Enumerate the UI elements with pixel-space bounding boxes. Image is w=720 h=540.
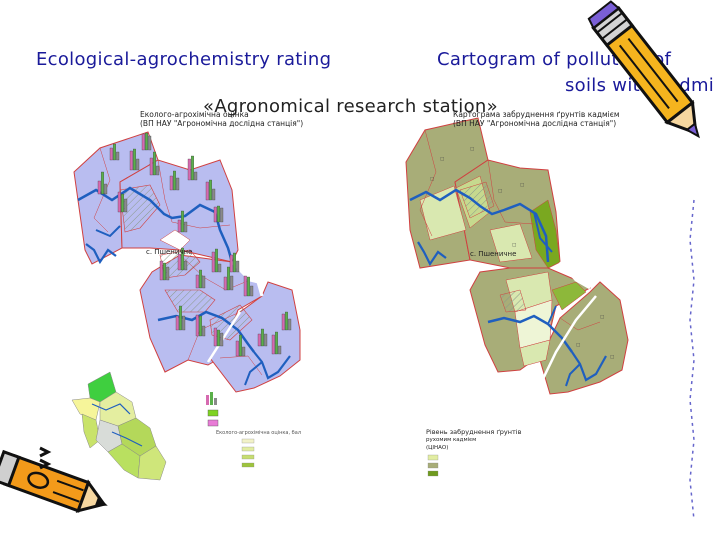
right-map-legend: [427, 454, 439, 477]
decorative-edge-line: [689, 199, 695, 521]
svg-text:□: □: [470, 147, 474, 152]
left-map-legend-header: Еколого-агрохімічна оцінка, бал: [216, 430, 302, 436]
heading-ecological-rating: Ecological-agrochemistry rating: [36, 49, 332, 70]
field-bar-marker: [187, 155, 198, 181]
right-map-legend-title: Рівень забруднення ґрунтів рухомим кадмі…: [426, 428, 521, 452]
svg-text:□: □: [498, 189, 502, 194]
field-bar-marker: [211, 248, 222, 273]
svg-text:□: □: [430, 177, 434, 182]
left-map-title: Еколого-агрохімічна оцінка (ВП НАУ "Агро…: [140, 110, 303, 128]
right-map-title: Картограма забруднення ґрунтів кадмієм (…: [453, 110, 620, 128]
field-bar-marker: [149, 151, 160, 176]
left-map-village-label: с. Пшеничне: [146, 248, 193, 256]
field-bar-marker: [235, 334, 246, 357]
field-bar-marker: [129, 148, 140, 171]
field-bar-marker: [213, 205, 224, 223]
field-bar-marker: [109, 143, 120, 161]
right-map-village-label: с. Пшеничне: [470, 250, 517, 258]
right-map-legend-line3: (ЦІНАО): [426, 445, 449, 451]
pencil-icon: [0, 449, 108, 513]
field-bar-marker: [195, 269, 206, 289]
svg-text:□: □: [520, 183, 524, 188]
field-bar-marker: [213, 327, 224, 347]
field-bar-marker: [159, 260, 170, 281]
field-bar-marker: [141, 132, 152, 151]
right-map-legend-line2: рухомим кадмієм: [426, 437, 477, 443]
field-bar-marker: [257, 328, 268, 347]
field-bar-marker: [177, 247, 188, 271]
svg-text:□: □: [576, 343, 580, 348]
field-bar-marker: [175, 305, 186, 331]
field-bar-marker: [271, 331, 282, 355]
inset-map: [71, 371, 167, 481]
field-bar-marker: [169, 170, 180, 191]
left-map-title-line2: (ВП НАУ "Агрономічна дослідна станція"): [140, 119, 304, 128]
field-bar-marker: [97, 171, 108, 195]
svg-text:□: □: [440, 157, 444, 162]
field-bar-marker: [205, 179, 216, 201]
heading-station: «Agronomical research station»: [203, 96, 498, 117]
field-bar-marker: [223, 266, 234, 291]
field-bar-marker: [177, 210, 188, 233]
left-map: [73, 131, 301, 393]
left-map-legend: [206, 392, 255, 468]
field-bar-marker: [195, 314, 206, 337]
right-map-title-line2: (ВП НАУ "Агрономічна дослідна станція"): [453, 119, 617, 128]
field-bar-marker: [243, 275, 254, 297]
field-bar-marker: [229, 252, 240, 273]
right-map: □ □ □ □ □ □ □ □ □: [405, 117, 629, 395]
svg-text:□: □: [512, 243, 516, 248]
right-map-title-line1: Картограма забруднення ґрунтів кадмієм: [453, 110, 620, 119]
svg-text:□: □: [610, 355, 614, 360]
chevron-icon: [39, 446, 52, 470]
left-map-title-line1: Еколого-агрохімічна оцінка: [140, 110, 249, 119]
pencil-icon: [587, 0, 700, 139]
svg-text:□: □: [600, 315, 604, 320]
left-map-bar-markers: [97, 132, 292, 357]
right-map-legend-line1: Рівень забруднення ґрунтів: [426, 428, 522, 436]
field-bar-marker: [117, 191, 128, 213]
field-bar-marker: [281, 311, 292, 331]
